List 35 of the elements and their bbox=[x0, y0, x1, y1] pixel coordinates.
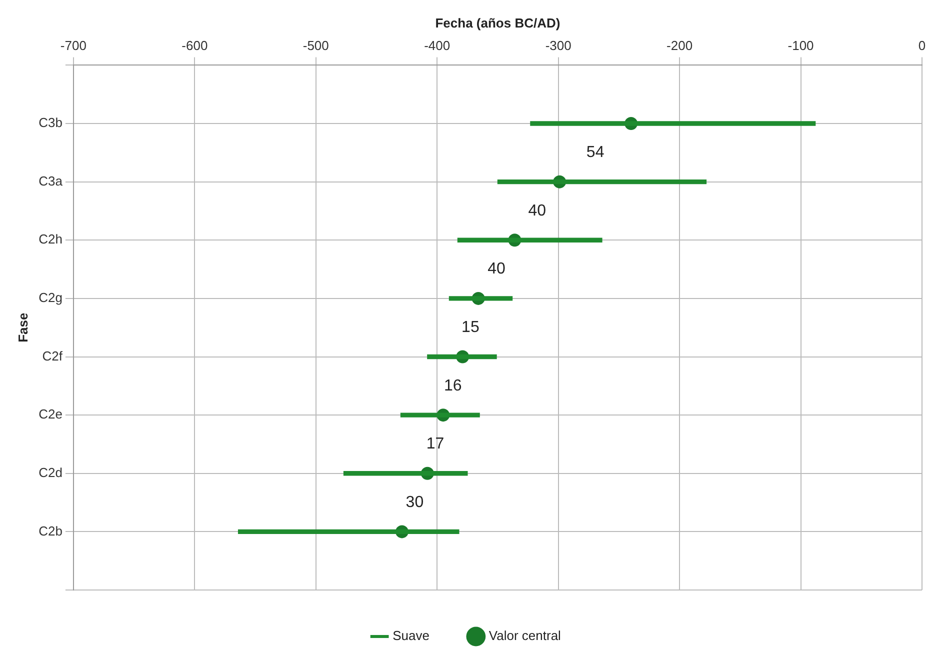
y-tick-label: C3a bbox=[38, 173, 64, 188]
legend-label: Valor central bbox=[488, 628, 562, 644]
y-tick-label: C2f bbox=[42, 348, 63, 364]
legend-label: Suave bbox=[392, 628, 430, 644]
x-tick-label: -100 bbox=[788, 38, 814, 53]
y-tick-label: C2e bbox=[38, 406, 62, 422]
y-axis-title: Fase bbox=[15, 312, 30, 342]
bar bbox=[457, 238, 602, 242]
x-tick-label: -500 bbox=[302, 38, 329, 53]
x-tick-label: -600 bbox=[182, 38, 208, 53]
bar bbox=[238, 529, 460, 534]
annotation: 54 bbox=[586, 144, 604, 162]
bar bbox=[427, 354, 497, 360]
x-tick-label: -700 bbox=[60, 38, 86, 53]
bar bbox=[343, 471, 468, 476]
y-tick-label: C2g bbox=[38, 290, 62, 306]
annotation: 16 bbox=[444, 377, 462, 394]
y-tick-label: C2h bbox=[38, 232, 62, 247]
annotation: 40 bbox=[488, 260, 506, 278]
bar bbox=[497, 179, 707, 184]
x-tick-label: -300 bbox=[545, 38, 572, 53]
x-tick-label: -400 bbox=[424, 38, 450, 53]
x-tick-label: 0 bbox=[918, 38, 926, 53]
x-axis-title: Fecha (años BC/AD) bbox=[435, 15, 560, 30]
annotation: 15 bbox=[462, 319, 480, 336]
bar bbox=[448, 296, 513, 301]
y-tick-label: C2d bbox=[38, 464, 62, 480]
bar bbox=[530, 121, 816, 126]
bar bbox=[400, 412, 480, 418]
annotation: 30 bbox=[406, 494, 424, 511]
annotation: 40 bbox=[528, 202, 546, 220]
y-tick-label: C2b bbox=[38, 523, 62, 538]
x-tick-label: -200 bbox=[666, 38, 693, 53]
y-tick-label: C3b bbox=[38, 115, 62, 130]
annotation: 17 bbox=[426, 436, 444, 453]
